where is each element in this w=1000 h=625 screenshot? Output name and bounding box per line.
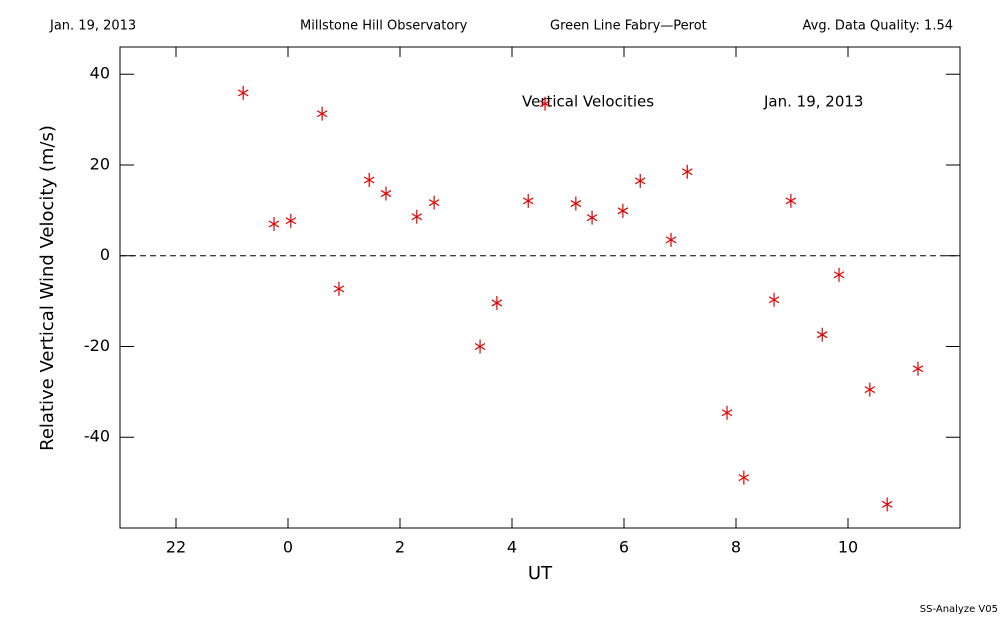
point-stroke (474, 342, 486, 351)
point (474, 339, 486, 354)
point (833, 267, 845, 282)
footer: SS-Analyze V05 (920, 604, 998, 615)
point-stroke (665, 236, 677, 244)
point (785, 193, 797, 208)
point (586, 210, 598, 225)
point-stroke (570, 200, 582, 208)
x-tick-label: 10 (838, 538, 858, 557)
x-tick-label: 22 (166, 538, 186, 557)
point (333, 281, 345, 296)
point-stroke (539, 100, 551, 108)
point (816, 327, 828, 342)
x-axis-label: UT (528, 563, 553, 584)
x-tick-label: 2 (395, 538, 405, 557)
header-instrument: Green Line Fabry—Perot (550, 19, 707, 34)
y-axis-label: Relative Vertical Wind Velocity (m/s) (37, 125, 58, 451)
y-tick-label: -20 (84, 336, 110, 355)
point-stroke (268, 220, 280, 228)
point-stroke (333, 285, 345, 293)
point (912, 361, 924, 376)
point (363, 172, 375, 187)
y-tick-label: 0 (100, 245, 110, 264)
point (634, 173, 646, 188)
point (681, 164, 693, 179)
x-tick-label: 4 (507, 538, 517, 557)
point-stroke (428, 199, 440, 207)
point-stroke (912, 365, 924, 373)
point-stroke (681, 168, 693, 176)
point (411, 209, 423, 224)
point (881, 497, 893, 512)
point-stroke (363, 176, 375, 184)
point-stroke (316, 110, 328, 118)
point (237, 85, 249, 100)
x-tick-label: 6 (619, 538, 629, 557)
point-stroke (768, 296, 780, 304)
point-stroke (816, 331, 828, 339)
point (285, 213, 297, 228)
point-stroke (881, 500, 893, 508)
header-date: Jan. 19, 2013 (49, 19, 136, 34)
point-stroke (721, 409, 733, 417)
annotation: Jan. 19, 2013 (763, 93, 863, 111)
point (665, 232, 677, 247)
point-stroke (285, 217, 297, 225)
point (316, 106, 328, 121)
point (380, 186, 392, 201)
point-stroke (237, 89, 249, 97)
point-stroke (634, 177, 646, 185)
point (428, 195, 440, 210)
point (617, 203, 629, 218)
header-quality: Avg. Data Quality: 1.54 (803, 19, 953, 34)
point (491, 295, 503, 310)
point-stroke (380, 190, 392, 198)
y-tick-label: 40 (90, 64, 110, 83)
point (522, 193, 534, 208)
x-tick-label: 0 (283, 538, 293, 557)
point (539, 96, 551, 111)
y-tick-label: -40 (84, 427, 110, 446)
y-tick-label: 20 (90, 154, 110, 173)
point-stroke (522, 197, 534, 205)
point-stroke (491, 299, 503, 307)
header-observatory: Millstone Hill Observatory (300, 19, 468, 34)
plot-frame (119, 46, 961, 529)
point-stroke (785, 197, 797, 205)
point (738, 470, 750, 485)
point (268, 216, 280, 231)
point (721, 405, 733, 420)
point (864, 382, 876, 397)
point-stroke (738, 474, 750, 482)
x-tick-label: 8 (731, 538, 741, 557)
point (570, 196, 582, 211)
point-stroke (833, 271, 845, 279)
annotation: Vertical Velocities (522, 93, 654, 111)
point-stroke (586, 214, 598, 222)
point-stroke (617, 207, 629, 215)
point-stroke (864, 386, 876, 394)
point-stroke (411, 213, 423, 221)
point (768, 292, 780, 307)
